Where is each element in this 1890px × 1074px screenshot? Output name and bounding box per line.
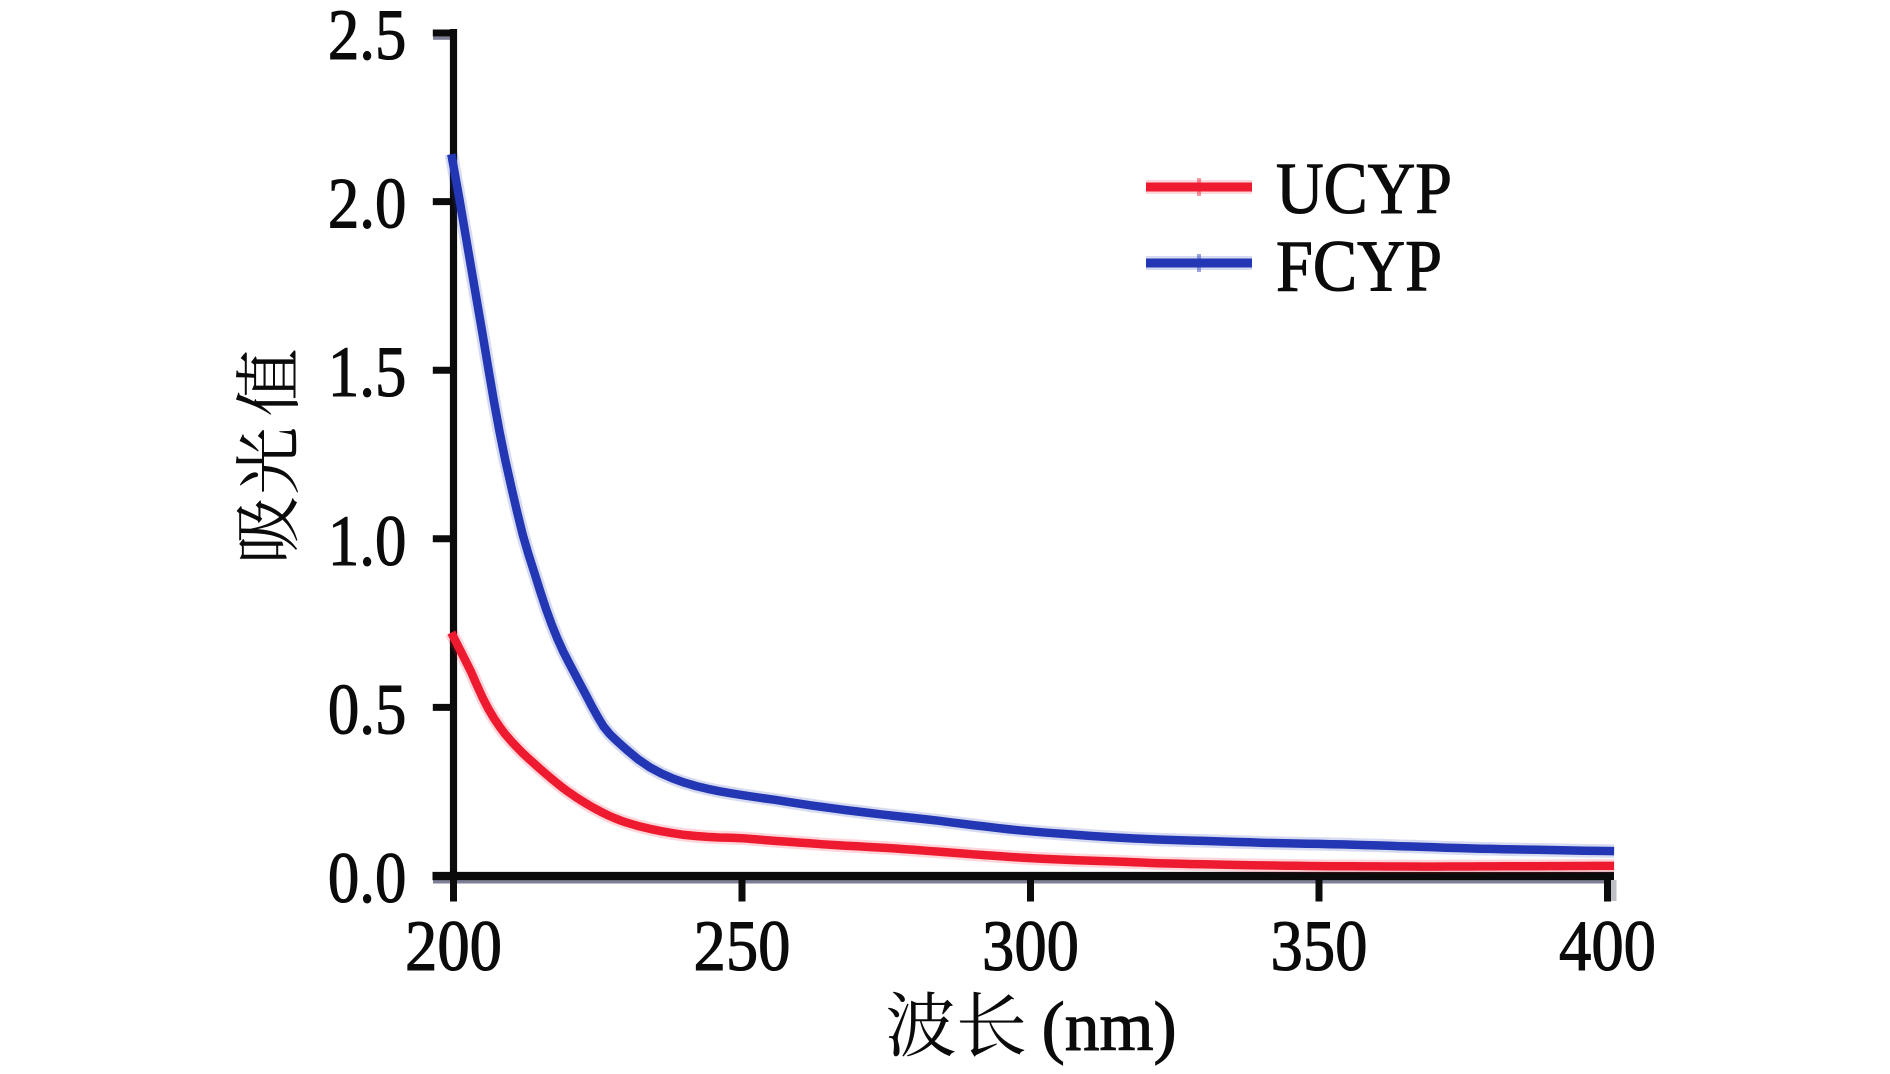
- svg-text:1.0: 1.0: [328, 501, 407, 581]
- svg-text:200: 200: [405, 906, 502, 986]
- svg-text:1.5: 1.5: [328, 332, 407, 412]
- svg-text:FCYP: FCYP: [1276, 226, 1442, 307]
- svg-text:400: 400: [1559, 906, 1656, 986]
- svg-text:0.0: 0.0: [328, 838, 407, 918]
- svg-text:350: 350: [1271, 906, 1368, 986]
- svg-text:2.0: 2.0: [328, 164, 407, 244]
- svg-text:0.5: 0.5: [328, 669, 407, 749]
- svg-text:UCYP: UCYP: [1276, 148, 1452, 229]
- svg-text:(nm): (nm): [1042, 989, 1177, 1066]
- svg-text:2.5: 2.5: [328, 0, 407, 75]
- svg-text:300: 300: [982, 906, 1079, 986]
- svg-text:250: 250: [694, 906, 791, 986]
